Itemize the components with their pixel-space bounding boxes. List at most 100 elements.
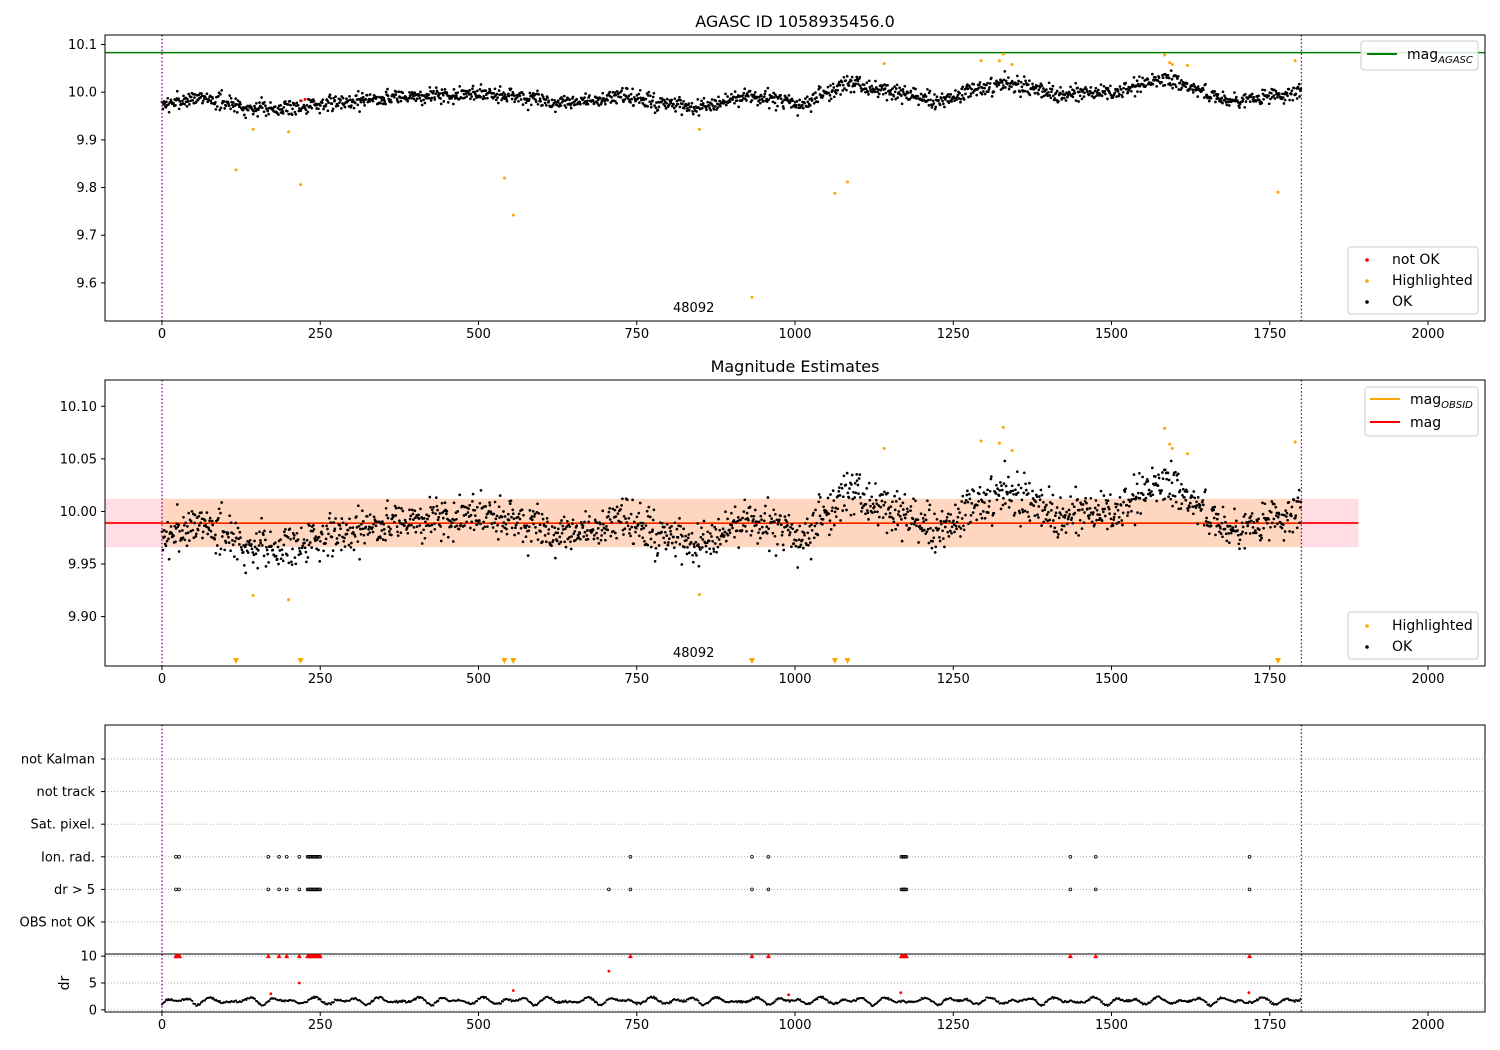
point-ok [1117, 92, 1121, 96]
point-ok [1226, 525, 1230, 528]
point-ok [532, 96, 535, 100]
point-ok [358, 110, 361, 113]
point-ok [957, 507, 960, 511]
point-ok [1261, 501, 1264, 505]
point-ok [653, 559, 657, 563]
point-ok [218, 553, 222, 556]
point-ok [560, 531, 564, 535]
point-ok [967, 95, 970, 99]
point-ok [620, 89, 623, 93]
legend-label: magOBSID [1410, 392, 1473, 411]
point-ok [550, 98, 554, 102]
point-ok [524, 101, 528, 105]
point-ok [1143, 482, 1147, 486]
point-ok [1089, 86, 1093, 89]
point-ok [566, 519, 569, 523]
point-ok [626, 524, 630, 528]
point-ok [985, 492, 988, 496]
point-ok [312, 524, 315, 527]
point-ok [795, 528, 799, 532]
point-ok [641, 536, 645, 540]
point-highlighted [1293, 59, 1297, 63]
point-ok [1176, 472, 1180, 476]
dr-point [1215, 1000, 1218, 1003]
point-ok [266, 109, 270, 113]
point-ok [446, 101, 450, 104]
point-ok [481, 527, 485, 530]
point-ok [1243, 512, 1247, 516]
panel1-points-highlighted [234, 52, 1297, 299]
point-ok [533, 512, 537, 516]
point-ok [708, 532, 712, 535]
point-ok [1003, 459, 1007, 463]
point-ok [296, 103, 300, 107]
point-ok [502, 91, 505, 94]
point-ok [305, 104, 309, 107]
point-ok [236, 99, 240, 102]
point-ok [670, 524, 673, 528]
point-ok [1096, 92, 1099, 95]
point-ok [798, 524, 802, 528]
point-ok [689, 540, 693, 544]
point-ok [1018, 511, 1022, 515]
point-ok [1236, 529, 1239, 532]
point-ok [828, 533, 831, 537]
point-ok [312, 527, 316, 531]
point-ok [855, 479, 859, 483]
point-ok [451, 540, 455, 543]
dr-point [941, 1001, 944, 1004]
point-ok [977, 83, 981, 87]
point-ok [334, 95, 337, 98]
point-ok [997, 494, 1001, 497]
point-ok [519, 98, 523, 101]
point-ok [1132, 473, 1136, 476]
point-ok [465, 520, 468, 524]
point-ok [779, 97, 783, 101]
point-ok [995, 85, 999, 88]
point-ok [1055, 89, 1059, 93]
point-ok [320, 530, 323, 534]
point-ok [419, 531, 423, 535]
point-ok [786, 524, 789, 527]
point-ok [1067, 508, 1071, 512]
point-ok [407, 523, 411, 527]
point-ok [483, 96, 487, 100]
point-ok [1290, 92, 1293, 96]
point-ok [182, 515, 185, 519]
point-ok [1285, 511, 1289, 515]
panel1-title: AGASC ID 1058935456.0 [695, 12, 895, 31]
point-ok [1205, 516, 1208, 520]
point-ok [203, 519, 207, 522]
point-ok [989, 475, 993, 478]
point-ok [424, 520, 427, 524]
point-ok [222, 530, 226, 534]
point-ok [355, 515, 358, 518]
point-ok [828, 94, 832, 97]
point-ok [382, 522, 386, 526]
point-ok [1202, 96, 1206, 99]
legend-label: OK [1392, 294, 1413, 310]
x-tick-label: 1500 [1095, 672, 1128, 687]
point-ok [1073, 511, 1077, 515]
point-ok [833, 510, 837, 514]
point-ok [996, 487, 999, 490]
point-ok [496, 96, 499, 99]
point-ok [959, 535, 962, 538]
point-ok [584, 509, 587, 513]
point-ok [821, 518, 825, 521]
point-ok [969, 513, 973, 517]
point-ok [423, 536, 427, 540]
flag-point [628, 887, 633, 892]
point-ok [359, 100, 363, 104]
dr-point [1110, 1001, 1113, 1004]
point-highlighted [882, 62, 886, 66]
point-highlighted [287, 130, 291, 134]
point-ok [1227, 104, 1231, 107]
point-ok [377, 520, 381, 524]
point-ok [473, 508, 477, 512]
point-ok [732, 519, 736, 522]
point-ok [516, 515, 520, 519]
point-ok [870, 511, 874, 514]
point-ok [608, 507, 612, 510]
point-ok [771, 531, 775, 535]
